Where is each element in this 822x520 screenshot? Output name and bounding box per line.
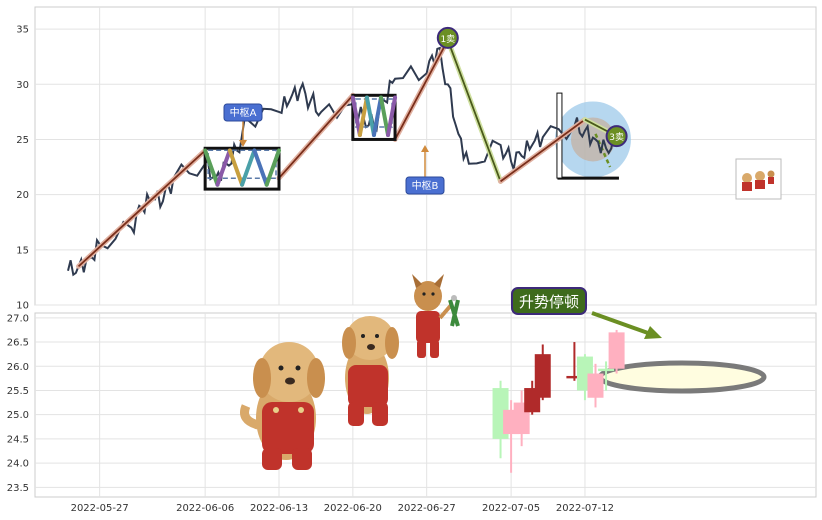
trend-segment [500,118,586,183]
candle-body [598,368,615,372]
bottom-y-axis: 23.5 24.0 24.5 25.0 25.5 26.0 26.5 27.0 [7,313,29,493]
bottom-y-tick-label: 24.0 [7,459,29,470]
x-tick-label: 2022-06-20 [324,503,382,514]
trend-label: 升势停顿 [519,293,579,311]
x-axis: 2022-05-27 2022-06-06 2022-06-13 2022-06-20… [71,503,614,514]
pivot-a-arrowhead [239,140,247,147]
pivot-zigzag-stroke [350,95,362,138]
top-y-axis: 10 15 20 25 30 35 [16,25,29,312]
bottom-y-tick-label: 26.5 [7,338,29,349]
top-y-tick-label: 10 [16,301,29,312]
sell-signal-3: 3卖 [605,125,628,148]
candle-body [534,354,551,398]
puppy-illustration-left [240,342,325,470]
pivot-zigzag-stroke [215,148,232,187]
pivot-b-label: 中枢B [412,179,439,192]
sell-signal-1: 1卖 [436,26,459,49]
trend-label-bg [511,287,587,315]
trend-segment [394,39,449,140]
trend-stall-callout: 升势停顿 [511,287,662,339]
top-y-tick-label: 25 [16,135,29,146]
x-tick-label: 2022-05-27 [71,503,129,514]
pivot-zigzag-stroke [203,148,220,187]
top-y-tick-label: 15 [16,245,29,256]
pivot-box [351,93,397,141]
top-y-tick-label: 20 [16,190,29,201]
pivot-b-arrowhead [421,145,429,152]
trend-segment [77,149,206,268]
top-y-tick-label: 30 [16,80,29,91]
candle-body [608,332,625,369]
pivot-boxes [203,93,398,191]
x-tick-label: 2022-07-05 [482,503,540,514]
pivot-zigzag-stroke [371,95,383,138]
trend-arrow [591,311,649,335]
candlesticks [492,329,625,473]
x-tick-label: 2022-07-12 [556,503,614,514]
trend-segment [278,94,354,179]
pivot-b-label-bg [405,176,445,195]
pivot-a-callout: 中枢A [223,103,263,147]
trend-arrowhead [644,326,662,339]
top-y-tick-label: 35 [16,25,29,36]
trend-segments [76,37,620,269]
bottom-y-tick-label: 25.0 [7,410,29,421]
dog-worker-illustration [412,274,460,358]
pivot-zigzag-stroke [378,95,391,138]
sell-signal-3-badge [605,125,628,148]
pivot-a-label: 中枢A [230,106,257,119]
x-tick-label: 2022-06-13 [250,503,308,514]
candle-body [566,375,583,379]
projection-dashed-line [594,133,612,168]
puppy-illustration-right [342,316,399,426]
bottom-y-tick-label: 26.0 [7,362,29,373]
sell-signal-1-badge [436,26,459,49]
candle-body [587,373,604,398]
pivot-zigzag-stroke [357,95,369,138]
bottom-y-tick-label: 25.5 [7,386,29,397]
trend-segment [446,39,502,182]
pivot-b-callout: 中枢B [405,145,445,195]
bottom-y-tick-label: 23.5 [7,483,29,494]
pivot-zigzag-stroke [264,148,281,187]
pivot-zigzag-stroke [240,148,257,187]
pivot-box [203,146,281,191]
sell-signal-3-label: 3卖 [609,132,624,143]
bottom-y-tick-label: 24.5 [7,434,29,445]
x-tick-label: 2022-06-27 [398,503,456,514]
sell-signal-1-label: 1卖 [440,34,455,45]
pivot-zigzag-stroke [386,95,398,138]
pivot-zigzag-stroke [364,95,376,138]
bottom-y-tick-label: 27.0 [7,313,29,324]
pivot-a-label-bg [223,103,263,122]
pivot-zigzag-stroke [252,148,269,187]
pivot-zigzag-stroke [227,148,245,187]
x-tick-label: 2022-06-06 [176,503,234,514]
mini-dogs-thumbnail [735,158,782,200]
